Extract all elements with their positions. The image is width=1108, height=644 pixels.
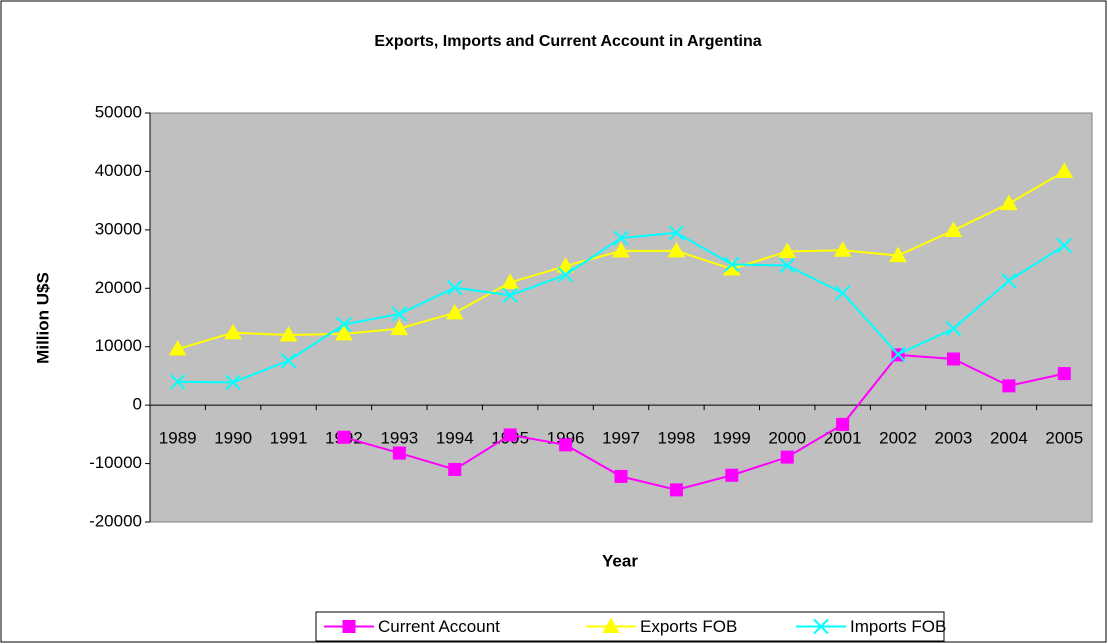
series-line [343,353,1065,491]
marker [613,230,629,246]
marker [612,241,630,258]
marker [169,374,186,390]
x-tick-label: 1990 [214,429,252,448]
x-tick-label: 2002 [879,429,917,448]
marker [392,446,406,460]
marker [945,320,962,337]
y-tick-label: 0 [133,395,142,414]
marker [279,326,298,342]
legend-label: Imports FOB [850,617,946,636]
marker [890,346,906,363]
marker [447,279,463,296]
marker [1001,272,1017,289]
x-tick-label: 2004 [990,429,1028,448]
y-tick-label: 30000 [95,219,142,238]
marker [833,241,852,257]
x-tick-label: 1998 [657,429,695,448]
y-axis-label: Million U$S [33,272,52,364]
x-axis-label: Year [602,551,638,570]
marker [667,241,686,258]
marker [445,303,464,320]
marker [225,374,241,391]
marker [503,428,517,442]
marker [780,450,794,464]
marker [559,438,573,452]
legend-label: Current Account [378,617,500,636]
plot-area [149,112,1093,523]
marker [778,242,797,258]
y-tick-label: 20000 [95,278,142,297]
marker [836,417,850,431]
marker [224,323,242,340]
marker [724,256,740,273]
x-tick-label: 2005 [1045,429,1083,448]
x-tick-label: 2000 [768,429,806,448]
y-tick-label: 10000 [95,336,142,355]
marker [336,316,352,333]
y-tick-label: 50000 [95,102,142,121]
x-tick-label: 2001 [824,429,862,448]
x-tick-label: 1997 [602,429,640,448]
marker [614,469,628,483]
y-tick-label: 40000 [95,161,142,180]
marker [391,306,408,322]
marker [725,468,739,482]
marker [602,617,620,633]
marker [1000,194,1018,211]
marker [669,483,683,497]
x-tick-label: 1999 [713,429,751,448]
y-tick-label: -20000 [89,511,142,530]
marker [779,257,795,274]
legend-label: Exports FOB [640,617,737,636]
marker [946,352,960,366]
marker [556,257,575,273]
marker [280,353,297,369]
marker [557,267,574,283]
marker [889,246,907,263]
x-tick-label: 1989 [159,429,197,448]
chart-title: Exports, Imports and Current Account in … [374,33,761,50]
y-tick-label: -10000 [89,453,142,472]
marker [337,430,351,444]
marker [1002,379,1016,393]
marker [448,462,462,476]
marker [944,221,963,237]
marker [342,620,356,633]
marker [668,225,685,241]
x-tick-label: 1993 [380,429,418,448]
marker [1057,367,1071,381]
marker [168,340,187,356]
x-tick-label: 2003 [935,429,973,448]
marker [390,319,409,336]
marker [501,273,520,289]
marker [502,287,518,304]
marker [834,285,851,301]
marker [335,324,353,341]
marker [1055,162,1074,178]
x-tick-label: 1994 [436,429,474,448]
marker [1056,237,1072,254]
marker [813,618,829,635]
x-tick-label: 1991 [270,429,308,448]
